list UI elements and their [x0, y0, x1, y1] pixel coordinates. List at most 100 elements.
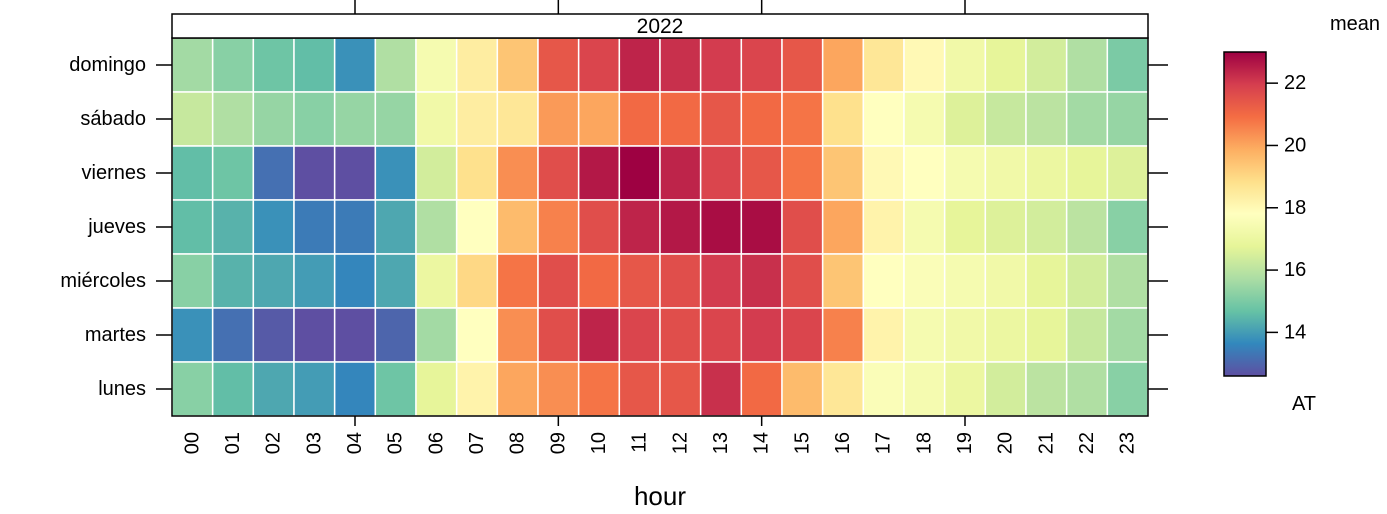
heatmap-cell [863, 254, 904, 308]
heatmap-cell [701, 38, 742, 92]
heatmap-cell [335, 254, 376, 308]
heatmap-cell [1067, 92, 1108, 146]
heatmap-cell [782, 362, 823, 416]
heatmap-cell [985, 362, 1026, 416]
heatmap-cell [253, 362, 294, 416]
heatmap-cell [294, 146, 335, 200]
x-tick-label: 11 [629, 432, 651, 453]
heatmap-cell [782, 38, 823, 92]
legend-title: mean [1330, 13, 1380, 35]
heatmap-cell [1026, 200, 1067, 254]
heatmap-cell [416, 254, 457, 308]
heatmap-cell [375, 146, 416, 200]
heatmap-cell [538, 146, 579, 200]
heatmap-cell [863, 362, 904, 416]
heatmap-cell [457, 254, 498, 308]
x-tick-label: 00 [181, 432, 203, 454]
x-tick-label: 04 [344, 432, 366, 454]
heatmap-cell [335, 308, 376, 362]
heatmap-cell [782, 146, 823, 200]
heatmap-cell [497, 362, 538, 416]
heatmap-cell [1026, 308, 1067, 362]
heatmap-cell [945, 146, 986, 200]
x-tick-label: 05 [385, 432, 407, 454]
heatmap-cell [335, 38, 376, 92]
legend-tick-label: 20 [1284, 134, 1306, 156]
y-tick-label: domingo [69, 54, 146, 76]
heatmap-cell [619, 92, 660, 146]
heatmap-cell [945, 200, 986, 254]
x-tick-label: 16 [832, 432, 854, 454]
heatmap-cell [375, 308, 416, 362]
color-legend: 14 16 18 20 22 mean AT [1224, 13, 1380, 415]
heatmap-cell [863, 38, 904, 92]
heatmap-cell [904, 200, 945, 254]
heatmap-cell [538, 92, 579, 146]
heatmap-cell [579, 146, 620, 200]
heatmap-cell [1026, 254, 1067, 308]
heatmap-cell [294, 308, 335, 362]
heatmap-cell [1107, 38, 1148, 92]
heatmap-cell [213, 362, 254, 416]
heatmap-cell [497, 146, 538, 200]
x-axis: 00 01 02 03 04 05 06 07 08 09 10 11 12 13 14 15 16 17 18 19… [181, 416, 1138, 454]
x-tick-label: 21 [1035, 432, 1057, 454]
y-tick-label: viernes [82, 162, 146, 184]
heatmap-cell [619, 362, 660, 416]
heatmap-cell [701, 92, 742, 146]
heatmap-cell [416, 38, 457, 92]
heatmap-cell [294, 254, 335, 308]
heatmap-cell [904, 38, 945, 92]
heatmap-cell [294, 38, 335, 92]
heatmap-cell [416, 92, 457, 146]
x-tick-label: 07 [466, 432, 488, 454]
heatmap-cell [416, 146, 457, 200]
heatmap-cell [579, 200, 620, 254]
legend-tick-label: 22 [1284, 72, 1306, 94]
heatmap-cell [1107, 200, 1148, 254]
panel-strip: 2022 [172, 14, 1148, 38]
y-tick-label: miércoles [60, 270, 146, 292]
heatmap-cell [701, 146, 742, 200]
heatmap-cell [172, 362, 213, 416]
heatmap-cell [497, 200, 538, 254]
y-tick-label: jueves [87, 216, 146, 238]
heatmap-cells [172, 38, 1148, 416]
heatmap-cell [782, 308, 823, 362]
heatmap-cell [741, 38, 782, 92]
heatmap-cell [457, 92, 498, 146]
y-tick-label: martes [85, 324, 146, 346]
heatmap-cell [172, 308, 213, 362]
x-tick-label: 10 [588, 432, 610, 454]
heatmap-cell [782, 200, 823, 254]
heatmap-cell [782, 92, 823, 146]
heatmap-cell [985, 92, 1026, 146]
heatmap-cell [335, 200, 376, 254]
heatmap-cell [497, 308, 538, 362]
y-tick-label: sábado [80, 108, 146, 130]
x-tick-label: 18 [913, 432, 935, 454]
heatmap-cell [1067, 308, 1108, 362]
heatmap-cell [1067, 200, 1108, 254]
x-tick-label: 09 [547, 432, 569, 454]
x-axis-title: hour [634, 481, 686, 511]
heatmap-cell [1107, 308, 1148, 362]
heatmap-cell [1067, 254, 1108, 308]
heatmap-cell [1026, 146, 1067, 200]
heatmap-cell [579, 362, 620, 416]
heatmap-cell [985, 146, 1026, 200]
heatmap-cell [660, 92, 701, 146]
heatmap-cell [945, 254, 986, 308]
heatmap-cell [1026, 362, 1067, 416]
heatmap-cell [497, 92, 538, 146]
heatmap-cell [253, 38, 294, 92]
heatmap-cell [579, 254, 620, 308]
panel-title: 2022 [637, 15, 684, 38]
heatmap-cell [497, 38, 538, 92]
heatmap-cell [741, 200, 782, 254]
heatmap-cell [375, 200, 416, 254]
heatmap-cell [457, 200, 498, 254]
heatmap-cell [823, 92, 864, 146]
x-tick-label: 01 [222, 432, 244, 454]
